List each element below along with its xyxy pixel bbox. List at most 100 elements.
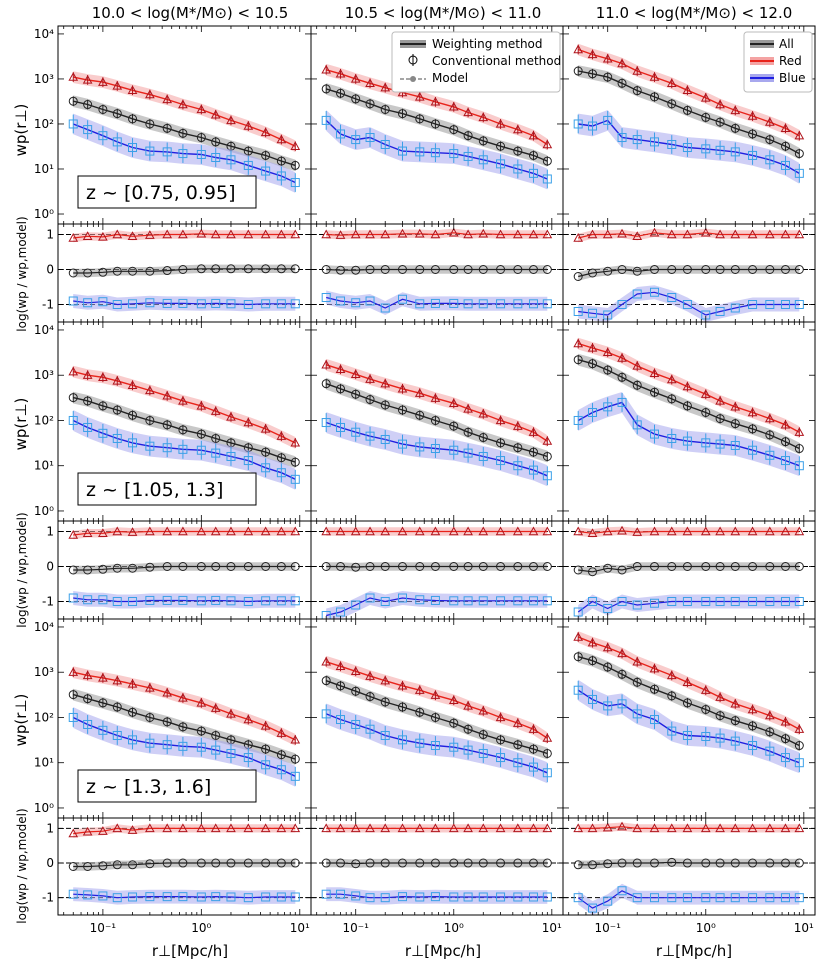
point-all-r2c2-4 — [380, 400, 390, 410]
ratio-point-all-r3c2-3 — [365, 858, 375, 868]
ratio-tick-label-r3c1-2: -1 — [42, 891, 54, 905]
point-blue-r2c1-2 — [98, 428, 108, 438]
point-red-r3c3-14 — [794, 724, 805, 733]
ratio-point-red-r1c3-0 — [573, 232, 584, 242]
point-blue-r3c2-11 — [496, 753, 506, 763]
x-tick-label-r3c1-2: 10¹ — [290, 921, 310, 935]
point-blue-r1c2-9 — [463, 151, 473, 161]
main-plot-r3c1 — [68, 666, 301, 787]
point-blue-r1c3-0 — [573, 119, 583, 129]
point-red-r2c2-0 — [321, 359, 332, 369]
point-blue-r1c2-13 — [528, 168, 538, 178]
point-red-r3c3-6 — [666, 670, 677, 680]
point-blue-r1c2-1 — [336, 129, 346, 139]
point-blue-r2c3-9 — [715, 439, 725, 449]
ratio-point-all-r2c1-4 — [128, 563, 138, 573]
legends-group: z ~ [0.75, 0.95] z ~ [1.05, 1.3] z ~ [1.3,… — [77, 31, 813, 803]
ratio-point-red-r2c1-8 — [196, 526, 207, 536]
ratio-point-red-r2c2-14 — [542, 526, 553, 536]
ratio-point-red-r3c2-11 — [495, 823, 506, 833]
ratio-line-all-r2c3 — [578, 565, 800, 573]
point-all-r2c3-2 — [603, 365, 613, 375]
ratio-point-red-r1c3-5 — [649, 227, 660, 237]
ratio-point-blue-r2c2-13 — [528, 596, 538, 606]
redshift-label-1: z ~ [0.75, 0.95] — [86, 182, 236, 204]
ratio-point-all-r1c1-11 — [243, 264, 253, 274]
ratio-point-blue-r3c2-13 — [528, 892, 538, 902]
ratio-point-red-r2c2-7 — [430, 526, 441, 536]
ratio-point-all-r2c1-0 — [68, 565, 78, 575]
point-blue-r1c1-3 — [112, 137, 122, 147]
ratio-point-red-r2c1-0 — [68, 529, 79, 539]
point-all-r3c1-3 — [112, 702, 122, 712]
ratio-point-red-r3c3-3 — [617, 821, 627, 831]
ratio-point-red-r1c1-13 — [276, 229, 287, 239]
ratio-point-red-r3c2-12 — [512, 823, 523, 833]
point-blue-r2c1-4 — [128, 438, 138, 448]
point-red-r2c1-3 — [112, 375, 123, 385]
point-all-r1c1-4 — [128, 114, 138, 124]
point-all-r3c2-0 — [321, 676, 331, 686]
ratio-point-all-r2c2-4 — [380, 562, 390, 571]
point-all-r1c3-9 — [715, 117, 725, 127]
point-red-r3c3-3 — [617, 648, 627, 658]
column-title-1: 10.0 < log(M*/M⊙) < 10.5 — [92, 4, 289, 22]
y-tick-label-r3c1-1: 10¹ — [34, 756, 54, 770]
ratio-point-red-r1c3-12 — [764, 229, 775, 239]
ratio-point-all-r1c2-12 — [513, 265, 523, 274]
point-red-r2c3-6 — [666, 374, 677, 384]
ratio-point-all-r1c2-1 — [336, 265, 346, 275]
ratio-point-red-r1c1-9 — [210, 229, 221, 239]
point-all-r2c3-5 — [649, 387, 659, 397]
ratio-line-all-r3c3 — [578, 861, 800, 866]
y-tick-label-r1c1-4: 10⁴ — [34, 27, 54, 41]
ratio-point-blue-r2c3-4 — [632, 600, 642, 610]
ratio-point-red-r3c1-7 — [178, 823, 188, 833]
ratio-point-blue-r1c3-7 — [682, 300, 692, 309]
ratio-point-blue-r1c2-5 — [397, 294, 407, 304]
point-red-r3c3-8 — [700, 685, 711, 694]
point-blue-r1c1-0 — [68, 119, 78, 129]
point-red-r1c1-0 — [68, 72, 79, 81]
ratio-point-all-r2c1-3 — [112, 563, 122, 573]
ratio-point-blue-r3c1-9 — [211, 892, 221, 902]
x-tick-label-r3c2-2: 10¹ — [542, 921, 562, 935]
point-blue-r1c3-8 — [701, 144, 711, 154]
ratio-point-red-r2c1-2 — [98, 528, 108, 537]
ratio-point-blue-r3c3-6 — [667, 893, 677, 903]
ratio-point-red-r3c2-0 — [321, 823, 332, 833]
ratio-point-all-r3c1-9 — [211, 858, 221, 868]
point-red-r3c3-9 — [715, 692, 725, 701]
point-blue-r1c1-2 — [98, 131, 108, 141]
ratio-band-red-r3c1 — [73, 824, 296, 838]
ratio-point-all-r3c3-1 — [588, 860, 598, 870]
point-all-r3c3-6 — [667, 691, 677, 701]
point-all-r1c2-12 — [513, 146, 523, 156]
ratio-point-blue-r2c1-7 — [178, 595, 188, 605]
point-all-r1c1-0 — [68, 96, 78, 106]
ratio-point-all-r1c2-11 — [496, 265, 506, 274]
ratio-point-blue-r1c1-3 — [112, 300, 122, 309]
ratio-tick-label-r2c1-2: -1 — [42, 595, 54, 609]
ratio-point-blue-r2c3-12 — [765, 597, 775, 606]
point-all-r1c2-7 — [430, 119, 440, 129]
ratio-point-red-r3c3-5 — [649, 823, 660, 833]
point-red-r2c2-10 — [478, 408, 489, 418]
ratio-point-red-r3c2-5 — [397, 823, 408, 833]
legend-conventional-marker — [408, 55, 418, 65]
point-red-r1c3-4 — [632, 65, 643, 75]
main-plot-r2c3 — [573, 337, 805, 477]
ratio-point-all-r3c3-14 — [794, 858, 804, 868]
ratio-line-all-r2c1 — [73, 565, 296, 571]
ratio-point-blue-r1c2-13 — [528, 299, 538, 309]
point-blue-r2c3-7 — [682, 436, 692, 446]
ratio-point-red-r3c1-12 — [260, 823, 271, 833]
ratio-point-blue-r3c1-5 — [145, 892, 155, 902]
point-all-r2c3-13 — [780, 437, 790, 447]
point-blue-r3c1-9 — [211, 745, 221, 755]
ratio-point-all-r1c3-9 — [715, 265, 725, 274]
ratio-band-red-r1c3 — [578, 228, 800, 243]
point-all-r3c2-8 — [449, 718, 459, 728]
ratio-point-all-r1c1-2 — [98, 267, 108, 277]
point-all-r2c2-2 — [351, 389, 361, 399]
